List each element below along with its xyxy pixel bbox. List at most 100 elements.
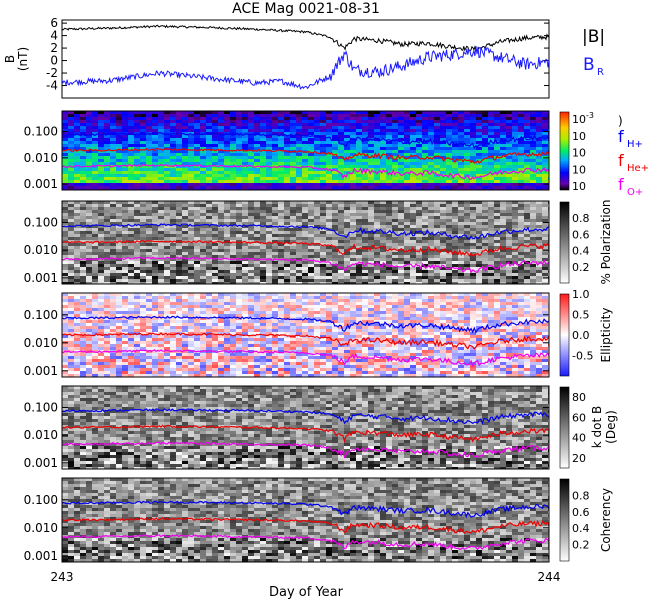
- heatmap-cell: [218, 156, 224, 159]
- heatmap-cell: [74, 132, 80, 135]
- heatmap-cell: [506, 270, 512, 273]
- heatmap-cell: [92, 180, 98, 183]
- heatmap-cell: [410, 222, 416, 225]
- heatmap-cell: [176, 153, 182, 156]
- heatmap-cell: [380, 129, 386, 132]
- heatmap-cell: [500, 147, 506, 150]
- heatmap-cell: [260, 204, 266, 207]
- heatmap-cell: [380, 267, 386, 270]
- heatmap-cell: [80, 356, 86, 359]
- heatmap-cell: [440, 234, 446, 237]
- heatmap-cell: [386, 120, 392, 123]
- heatmap-cell: [374, 270, 380, 273]
- heatmap-cell: [542, 234, 548, 237]
- heatmap-cell: [482, 111, 488, 114]
- heatmap-cell: [524, 213, 530, 216]
- heatmap-cell: [86, 186, 92, 189]
- heatmap-cell: [536, 162, 542, 165]
- heatmap-cell: [218, 213, 224, 216]
- heatmap-cell: [254, 120, 260, 123]
- heatmap-cell: [308, 255, 314, 258]
- heatmap-cell: [464, 222, 470, 225]
- heatmap-cell: [398, 114, 404, 117]
- heatmap-cell: [272, 270, 278, 273]
- heatmap-cell: [134, 368, 140, 371]
- heatmap-cell: [488, 174, 494, 177]
- heatmap-cell: [356, 126, 362, 129]
- heatmap-cell: [446, 171, 452, 174]
- heatmap-cell: [326, 222, 332, 225]
- heatmap-cell: [320, 180, 326, 183]
- heatmap-cell: [98, 332, 104, 335]
- heatmap-cell: [146, 255, 152, 258]
- heatmap-cell: [380, 246, 386, 249]
- heatmap-cell: [434, 237, 440, 240]
- heatmap-cell: [422, 138, 428, 141]
- heatmap-cell: [182, 249, 188, 252]
- heatmap-cell: [134, 219, 140, 222]
- heatmap-cell: [176, 162, 182, 165]
- heatmap-cell: [392, 216, 398, 219]
- heatmap-cell: [140, 308, 146, 311]
- heatmap-cell: [152, 156, 158, 159]
- heatmap-cell: [536, 171, 542, 174]
- heatmap-cell: [410, 156, 416, 159]
- heatmap-cell: [170, 249, 176, 252]
- heatmap-cell: [452, 222, 458, 225]
- heatmap-cell: [458, 210, 464, 213]
- heatmap-cell: [302, 210, 308, 213]
- heatmap-cell: [464, 213, 470, 216]
- heatmap-cell: [182, 162, 188, 165]
- heatmap-cell: [506, 255, 512, 258]
- heatmap-cell: [452, 183, 458, 186]
- heatmap-cell: [536, 219, 542, 222]
- heatmap-cell: [200, 153, 206, 156]
- heatmap-cell: [164, 168, 170, 171]
- heatmap-cell: [320, 264, 326, 267]
- heatmap-cell: [452, 138, 458, 141]
- heatmap-cell: [236, 180, 242, 183]
- heatmap-cell: [368, 174, 374, 177]
- heatmap-cell: [296, 258, 302, 261]
- heatmap-cell: [296, 228, 302, 231]
- heatmap-cell: [356, 150, 362, 153]
- heatmap-cell: [368, 255, 374, 258]
- heatmap-cell: [170, 138, 176, 141]
- heatmap-cell: [488, 129, 494, 132]
- heatmap-cell: [500, 234, 506, 237]
- heatmap-cell: [284, 213, 290, 216]
- heatmap-cell: [74, 353, 80, 356]
- heatmap-cell: [350, 177, 356, 180]
- heatmap-cell: [272, 210, 278, 213]
- heatmap-cell: [530, 123, 536, 126]
- heatmap-cell: [194, 117, 200, 120]
- heatmap-cell: [260, 162, 266, 165]
- heatmap-cell: [86, 341, 92, 344]
- heatmap-cell: [74, 222, 80, 225]
- heatmap-cell: [380, 147, 386, 150]
- heatmap-cell: [98, 159, 104, 162]
- heatmap-cell: [380, 279, 386, 282]
- heatmap-cell: [152, 117, 158, 120]
- heatmap-cell: [110, 365, 116, 368]
- heatmap-cell: [542, 282, 548, 284]
- heatmap-cell: [386, 276, 392, 279]
- heatmap-cell: [344, 279, 350, 282]
- heatmap-cell: [344, 183, 350, 186]
- heatmap-cell: [170, 201, 176, 204]
- heatmap-cell: [488, 252, 494, 255]
- heatmap-cell: [422, 132, 428, 135]
- heatmap-cell: [110, 159, 116, 162]
- heatmap-cell: [158, 117, 164, 120]
- heatmap-cell: [530, 159, 536, 162]
- heatmap-cell: [434, 111, 440, 114]
- heatmap-cell: [104, 144, 110, 147]
- heatmap-cell: [422, 270, 428, 273]
- heatmap-cell: [140, 302, 146, 305]
- y-tick-label: 0.010: [24, 243, 58, 257]
- heatmap-cell: [332, 210, 338, 213]
- heatmap-cell: [356, 270, 362, 273]
- heatmap-cell: [356, 204, 362, 207]
- heatmap-cell: [296, 264, 302, 267]
- heatmap-cell: [194, 183, 200, 186]
